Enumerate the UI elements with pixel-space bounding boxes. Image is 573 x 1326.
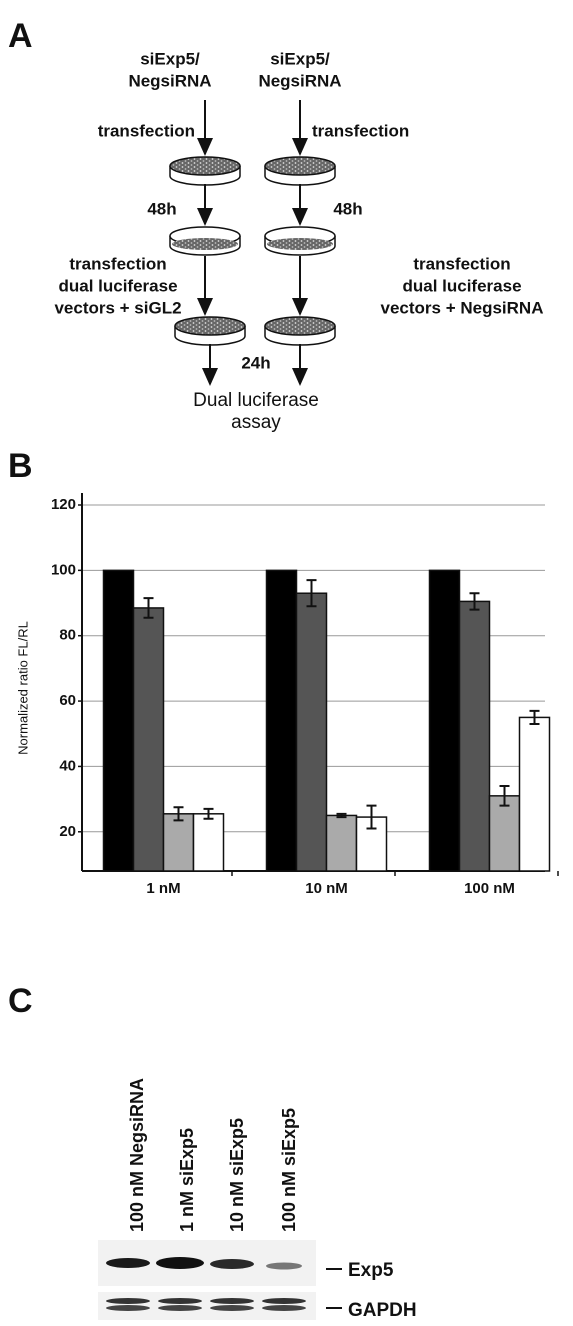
panel-label: A: [8, 17, 33, 55]
x-tick-label: 100 nM: [464, 880, 515, 897]
readout: Dual luciferase: [193, 390, 319, 411]
panel-b: B Normalized ratio FL/RL 20 40 60 80 100 120 1…: [8, 447, 559, 897]
error-bar: [529, 709, 540, 725]
blot: [98, 1240, 316, 1320]
y-tick-label: 120: [51, 496, 76, 513]
y-tick-label: 60: [59, 692, 76, 709]
error-bar: [173, 806, 184, 822]
y-tick-label: 40: [59, 757, 76, 774]
error-bar: [499, 785, 510, 807]
panel-c: C 100 nM NegsiRNA 1 nM siExp5 10 nM siEx…: [8, 982, 417, 1321]
bar: [265, 569, 298, 872]
delay: 48h: [147, 199, 176, 218]
step: vectors + NegsiRNA: [381, 298, 544, 317]
bar: [325, 814, 358, 872]
bar: [518, 716, 551, 872]
error-bar: [143, 597, 154, 619]
y-tick-label: 20: [59, 823, 76, 840]
reagent: NegsiRNA: [128, 71, 211, 90]
reagent: siExp5/: [270, 49, 330, 68]
error-bar: [366, 804, 377, 830]
lane-label: 100 nM siExp5: [279, 1108, 299, 1232]
bar: [102, 569, 135, 872]
bar: [458, 600, 491, 872]
step: transfection: [413, 254, 510, 273]
x-tick-label: 1 nM: [146, 880, 180, 897]
bar: [488, 795, 521, 872]
bar: [192, 813, 225, 872]
step: transfection: [312, 121, 409, 140]
step: dual luciferase: [58, 276, 177, 295]
panel-a: A siExp5/ NegsiRNA siExp5/ NegsiRNA tran…: [8, 17, 543, 433]
bar: [132, 607, 165, 872]
step: dual luciferase: [402, 276, 521, 295]
panel-label: B: [8, 447, 33, 485]
lane-label: 10 nM siExp5: [227, 1118, 247, 1232]
x-tick-label: 10 nM: [305, 880, 348, 897]
step: transfection: [98, 121, 195, 140]
band-label: Exp5: [348, 1260, 394, 1281]
error-bar: [203, 807, 214, 820]
error-bar: [336, 812, 347, 819]
bar: [295, 592, 328, 872]
reagent: NegsiRNA: [258, 71, 341, 90]
bar: [428, 569, 461, 872]
bar: [162, 813, 195, 872]
dishes: [169, 156, 336, 346]
lane-label: 1 nM siExp5: [177, 1128, 197, 1232]
lane-label: 100 nM NegsiRNA: [127, 1078, 147, 1232]
y-tick-label: 80: [59, 627, 76, 644]
panel-label: C: [8, 982, 33, 1020]
step: vectors + siGL2: [54, 298, 181, 317]
readout: assay: [231, 412, 281, 433]
band-label: GAPDH: [348, 1300, 417, 1321]
reagent: siExp5/: [140, 49, 200, 68]
y-tick-label: 100: [51, 561, 76, 578]
step: transfection: [69, 254, 166, 273]
delay: 48h: [333, 199, 362, 218]
delay: 24h: [241, 353, 270, 372]
error-bar: [469, 592, 480, 611]
error-bar: [306, 579, 317, 608]
y-axis-label: Normalized ratio FL/RL: [15, 621, 30, 755]
